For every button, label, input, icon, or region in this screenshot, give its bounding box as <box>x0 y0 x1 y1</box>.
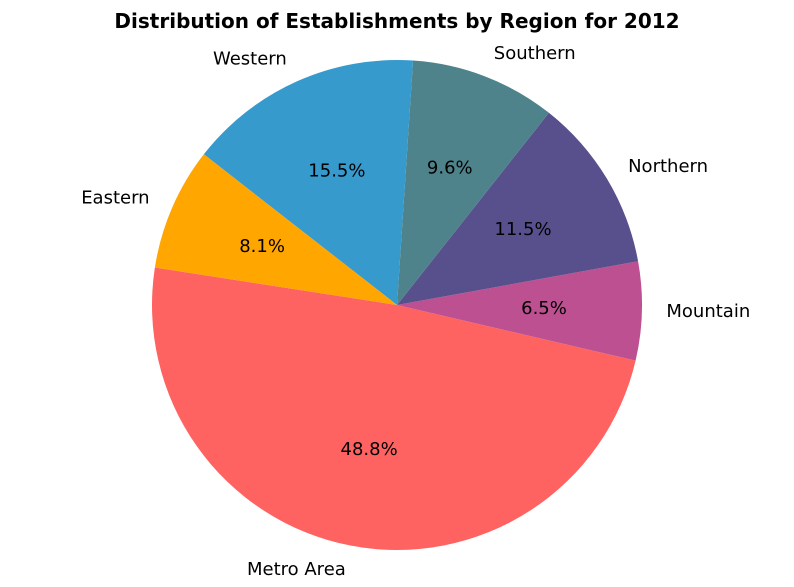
chart-title: Distribution of Establishments by Region… <box>114 9 679 33</box>
pie-category-label-metro-area: Metro Area <box>247 559 346 580</box>
pie-percent-label-metro-area: 48.8% <box>341 439 398 460</box>
pie-slice-northern <box>397 112 639 305</box>
pie-labels: 48.8% Metro Area 6.5% Mountain 11.5% Northern… <box>81 43 750 580</box>
pie-slice-southern <box>397 60 549 305</box>
pie-category-label-western: Western <box>213 49 287 70</box>
pie-category-label-northern: Northern <box>628 156 708 177</box>
pie-percent-label-eastern: 8.1% <box>239 236 285 257</box>
pie-percent-label-southern: 9.6% <box>427 157 473 178</box>
pie-slice-eastern <box>154 154 397 305</box>
pie-percent-label-mountain: 6.5% <box>521 298 567 319</box>
pie-slices <box>151 60 642 550</box>
pie-slice-western <box>203 60 414 306</box>
pie-percent-label-northern: 11.5% <box>494 219 551 240</box>
pie-slice-mountain <box>397 261 642 361</box>
pie-category-label-mountain: Mountain <box>666 301 750 322</box>
pie-slice-metro-area <box>151 267 636 550</box>
pie-category-label-southern: Southern <box>494 43 576 64</box>
pie-percent-label-western: 15.5% <box>308 160 365 181</box>
pie-category-label-eastern: Eastern <box>81 188 149 209</box>
